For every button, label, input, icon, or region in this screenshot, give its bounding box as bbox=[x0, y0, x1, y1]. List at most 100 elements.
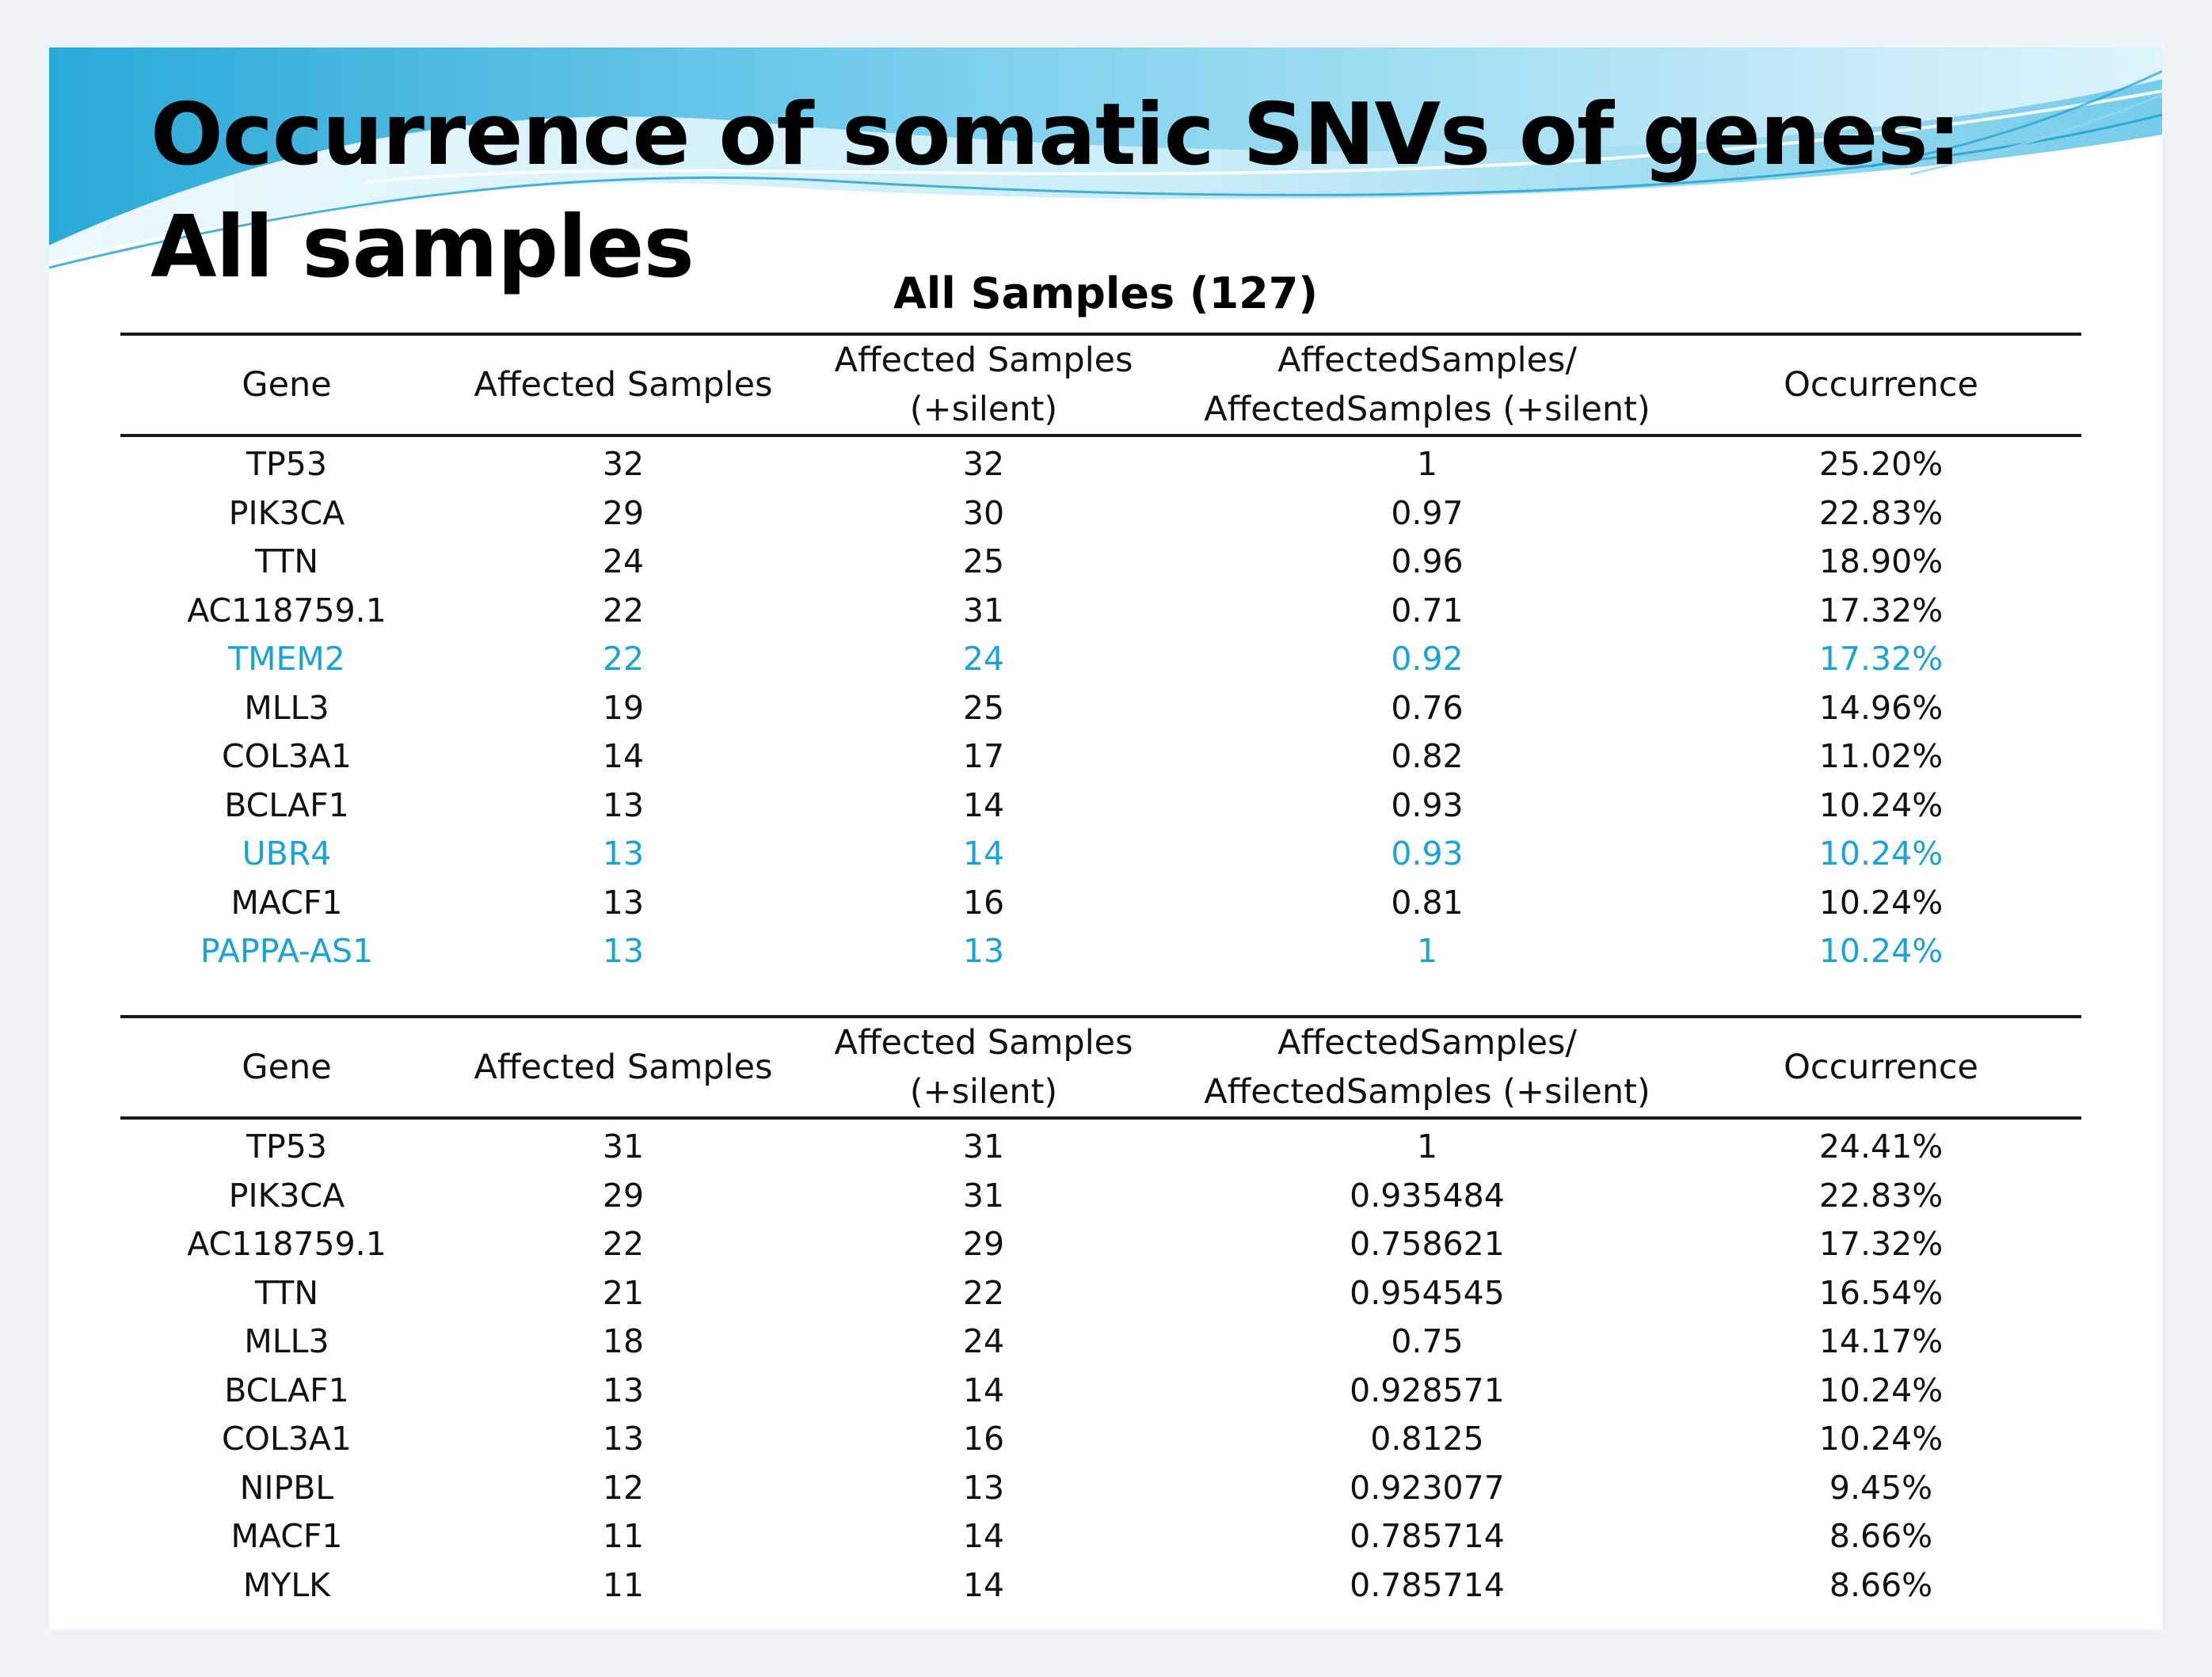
table-row: TMEM2 22 24 0.92 17.32% bbox=[120, 635, 2081, 684]
header-ratio-line1: AffectedSamples/ bbox=[1277, 340, 1577, 380]
cell-ratio: 1 bbox=[1416, 932, 1438, 971]
table-row: AC118759.1 22 29 0.758621 17.32% bbox=[120, 1220, 2081, 1269]
cell-affected-samples-silent: 31 bbox=[962, 1128, 1005, 1166]
cell-affected-samples: 29 bbox=[602, 1176, 645, 1215]
header-affected-samples: Affected Samples bbox=[474, 365, 773, 405]
table-row: MLL3 18 24 0.75 14.17% bbox=[120, 1318, 2081, 1367]
table-row: BCLAF1 13 14 0.928571 10.24% bbox=[120, 1367, 2081, 1416]
cell-affected-samples-silent: 32 bbox=[962, 445, 1005, 484]
cell-ratio: 0.82 bbox=[1391, 737, 1464, 776]
cell-affected-samples: 31 bbox=[602, 1128, 645, 1166]
cell-affected-samples: 19 bbox=[602, 688, 645, 727]
table-row: BCLAF1 13 14 0.93 10.24% bbox=[120, 781, 2081, 831]
header-gene: Gene bbox=[242, 365, 332, 405]
wave-line-1 bbox=[49, 113, 2162, 269]
cell-gene: MLL3 bbox=[244, 1322, 329, 1361]
table-row: MACF1 11 14 0.785714 8.66% bbox=[120, 1512, 2081, 1561]
cell-occurrence: 17.32% bbox=[1818, 640, 1944, 679]
table-header-row: Gene Affected Samples Affected Samples (… bbox=[120, 334, 2081, 435]
cell-ratio: 1 bbox=[1416, 1128, 1438, 1166]
table-body: TP53 31 31 1 24.41% PIK3CA 29 31 0.935484 22.83% A… bbox=[120, 1118, 2081, 1610]
cell-occurrence: 8.66% bbox=[1829, 1517, 1933, 1556]
header-occurrence: Occurrence bbox=[1784, 365, 1978, 405]
cell-affected-samples: 22 bbox=[602, 1225, 645, 1264]
cell-affected-samples: 14 bbox=[602, 737, 645, 776]
wave-upper bbox=[49, 48, 2162, 245]
cell-ratio: 0.92 bbox=[1391, 640, 1464, 679]
cell-affected-samples: 12 bbox=[602, 1468, 645, 1507]
slide-title: Occurrence of somatic SNVs of genes: All… bbox=[150, 86, 1962, 297]
cell-occurrence: 17.32% bbox=[1818, 1225, 1944, 1264]
cell-affected-samples-silent: 14 bbox=[962, 835, 1005, 873]
cell-gene: MACF1 bbox=[230, 1517, 343, 1556]
cell-affected-samples: 13 bbox=[602, 785, 645, 824]
header-ratio-line2: AffectedSamples (+silent) bbox=[1204, 1072, 1650, 1112]
table-row: COL3A1 13 16 0.8125 10.24% bbox=[120, 1415, 2081, 1464]
cell-affected-samples-silent: 25 bbox=[962, 688, 1005, 727]
cell-occurrence: 11.02% bbox=[1818, 737, 1944, 776]
header-occurrence: Occurrence bbox=[1784, 1048, 1978, 1087]
cell-occurrence: 16.54% bbox=[1818, 1273, 1944, 1312]
cell-occurrence: 9.45% bbox=[1829, 1468, 1933, 1507]
header-ratio: AffectedSamples/ AffectedSamples (+silen… bbox=[1174, 334, 1681, 435]
cell-affected-samples: 13 bbox=[602, 1371, 645, 1409]
header-affected-samples-silent: Affected Samples (+silent) bbox=[794, 1017, 1174, 1118]
cell-ratio: 0.71 bbox=[1391, 591, 1464, 629]
slide: Occurrence of somatic SNVs of genes: All… bbox=[49, 48, 2162, 1629]
cell-affected-samples-silent: 13 bbox=[962, 1468, 1005, 1507]
header-gene: Gene bbox=[242, 1048, 332, 1087]
header-affected-samples: Affected Samples bbox=[474, 1048, 773, 1087]
cell-ratio: 0.93 bbox=[1391, 785, 1464, 824]
cell-affected-samples-silent: 16 bbox=[962, 883, 1005, 922]
cell-occurrence: 25.20% bbox=[1818, 445, 1944, 484]
table-row: MACF1 13 16 0.81 10.24% bbox=[120, 879, 2081, 928]
wave-band bbox=[49, 79, 2162, 261]
header-ratio: AffectedSamples/ AffectedSamples (+silen… bbox=[1174, 1017, 1681, 1118]
table-row: MLL3 19 25 0.76 14.96% bbox=[120, 684, 2081, 733]
cell-affected-samples-silent: 13 bbox=[962, 932, 1005, 971]
cell-occurrence: 17.32% bbox=[1818, 591, 1944, 629]
cell-affected-samples-silent: 14 bbox=[962, 1517, 1005, 1556]
cell-affected-samples-silent: 30 bbox=[962, 493, 1005, 532]
table-row: NIPBL 12 13 0.923077 9.45% bbox=[120, 1464, 2081, 1513]
table-body: TP53 32 32 1 25.20% PIK3CA 29 30 0.97 22.83% TTN 24… bbox=[120, 435, 2081, 976]
cell-affected-samples-silent: 16 bbox=[962, 1420, 1005, 1458]
header-affected-samples-silent-line1: Affected Samples bbox=[834, 1023, 1133, 1063]
cell-occurrence: 18.90% bbox=[1818, 542, 1944, 581]
cell-occurrence: 24.41% bbox=[1818, 1128, 1944, 1166]
cell-ratio: 0.923077 bbox=[1350, 1468, 1505, 1507]
wave-line-2 bbox=[365, 89, 2162, 184]
cell-ratio: 0.928571 bbox=[1350, 1371, 1505, 1409]
cell-affected-samples: 32 bbox=[602, 445, 645, 484]
cell-gene: BCLAF1 bbox=[224, 1371, 349, 1409]
cell-ratio: 0.8125 bbox=[1370, 1420, 1484, 1458]
cell-affected-samples: 22 bbox=[602, 640, 645, 679]
cell-ratio: 0.935484 bbox=[1350, 1176, 1505, 1215]
cell-gene: PIK3CA bbox=[228, 493, 345, 532]
cell-occurrence: 10.24% bbox=[1818, 1371, 1944, 1409]
cell-affected-samples: 13 bbox=[602, 1420, 645, 1458]
cell-affected-samples: 24 bbox=[602, 542, 645, 581]
occurrence-table-2: Gene Affected Samples Affected Samples (… bbox=[120, 1015, 2081, 1610]
header-affected-samples-silent-line2: (+silent) bbox=[909, 390, 1058, 429]
cell-ratio: 0.81 bbox=[1391, 883, 1464, 922]
header-affected-samples-silent: Affected Samples (+silent) bbox=[794, 334, 1174, 435]
cell-ratio: 0.75 bbox=[1391, 1322, 1464, 1361]
cell-ratio: 0.785714 bbox=[1350, 1565, 1505, 1604]
cell-gene: PAPPA-AS1 bbox=[200, 932, 374, 971]
cell-gene: TTN bbox=[254, 542, 319, 581]
cell-affected-samples-silent: 17 bbox=[962, 737, 1005, 776]
cell-gene: PIK3CA bbox=[228, 1176, 345, 1215]
cell-gene: TTN bbox=[254, 1273, 319, 1312]
cell-gene: BCLAF1 bbox=[224, 785, 349, 824]
cell-affected-samples-silent: 29 bbox=[962, 1225, 1005, 1264]
cell-affected-samples-silent: 22 bbox=[962, 1273, 1005, 1312]
table-row: AC118759.1 22 31 0.71 17.32% bbox=[120, 587, 2081, 636]
cell-gene: COL3A1 bbox=[222, 1420, 352, 1458]
cell-occurrence: 10.24% bbox=[1818, 932, 1944, 971]
cell-gene: TP53 bbox=[246, 445, 327, 484]
cell-affected-samples: 18 bbox=[602, 1322, 645, 1361]
header-ratio-line2: AffectedSamples (+silent) bbox=[1204, 390, 1650, 429]
cell-affected-samples-silent: 31 bbox=[962, 1176, 1005, 1215]
cell-gene: AC118759.1 bbox=[187, 591, 386, 629]
